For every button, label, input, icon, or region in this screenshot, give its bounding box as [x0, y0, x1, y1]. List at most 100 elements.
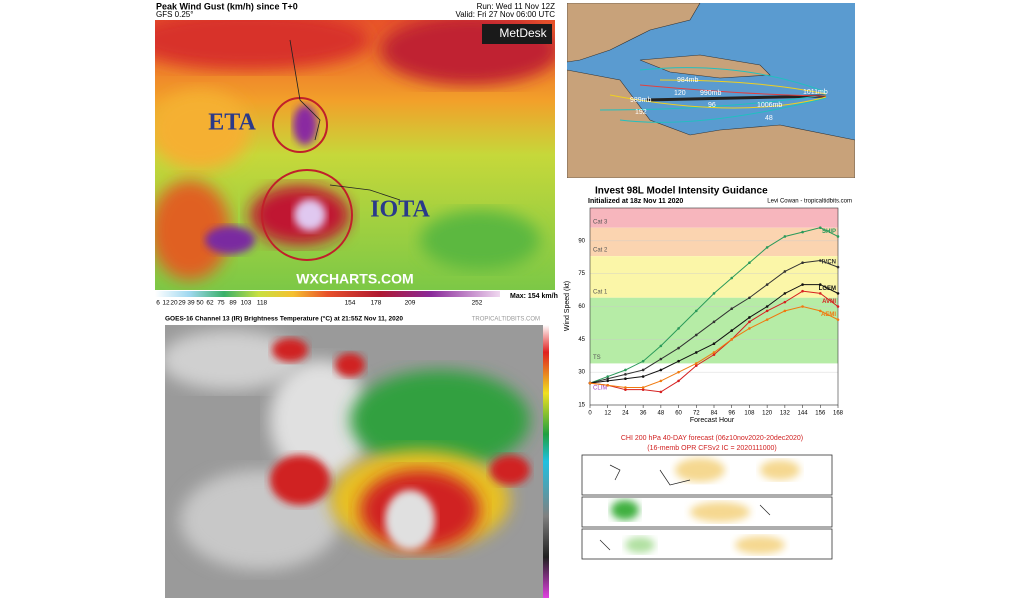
- data-point: [624, 388, 627, 391]
- data-point: [765, 318, 769, 321]
- colorbar-tick-label: 209: [405, 300, 416, 307]
- data-point: [624, 373, 627, 376]
- data-point: [641, 375, 645, 378]
- y-tick-label: 30: [578, 370, 585, 376]
- data-point: [818, 283, 822, 286]
- data-point: [801, 289, 804, 293]
- max-label: Max: 154 km/h: [510, 293, 558, 300]
- track-label: 990mb: [700, 90, 722, 97]
- data-point: [748, 327, 751, 330]
- data-point: [730, 307, 734, 310]
- data-point: [818, 259, 822, 262]
- data-point: [730, 276, 734, 280]
- data-point: [606, 379, 610, 383]
- y-axis-label: Wind Speed (kt): [564, 281, 571, 331]
- data-point: [677, 379, 680, 383]
- data-point: [836, 235, 840, 238]
- data-point: [801, 305, 804, 308]
- olr-title: CHI 200 hPa 40-DAY forecast (06z10nov202…: [621, 435, 803, 442]
- x-tick-label: 120: [762, 411, 773, 417]
- data-point: [712, 351, 716, 354]
- track-label: 1011mb: [803, 89, 828, 96]
- satellite-map: GOES-16 Channel 13 (IR) Brightness Tempe…: [165, 315, 549, 598]
- colorbar-tick-label: 89: [229, 300, 237, 307]
- data-point: [836, 265, 840, 269]
- colorbar-tick-label: 252: [472, 300, 483, 307]
- x-tick-label: 144: [798, 411, 809, 417]
- storm-label: IOTA: [370, 197, 430, 223]
- data-point: [801, 283, 804, 286]
- olr-subtitle: (16-memb OPR CFSv2 IC = 2020111000): [647, 445, 777, 452]
- x-tick-label: 36: [640, 411, 647, 417]
- track-label: 192: [635, 109, 647, 116]
- track-map: 984mb 989mb 990mb 1006mb 1011mb 120 192 …: [567, 3, 855, 178]
- data-point: [712, 320, 716, 324]
- data-point: [588, 381, 592, 385]
- data-point: [765, 309, 769, 313]
- chart-credit: Levi Cowan - tropicaltidbits.com: [767, 199, 852, 205]
- wind-map: Peak Wind Gust (km/h) since T+0 GFS 0.25…: [155, 1, 558, 307]
- data-point: [659, 379, 663, 383]
- data-point: [783, 292, 787, 295]
- legend-label: AVNI: [822, 299, 836, 305]
- y-tick-label: 60: [578, 304, 585, 310]
- data-point: [765, 246, 769, 249]
- x-tick-label: 12: [604, 411, 611, 417]
- x-axis-label: Forecast Hour: [690, 417, 735, 424]
- band-label: Cat 3: [593, 219, 608, 225]
- y-tick-label: 15: [578, 403, 585, 409]
- data-point: [694, 333, 698, 337]
- data-point: [624, 368, 627, 372]
- data-point: [836, 305, 840, 308]
- x-tick-label: 84: [711, 411, 718, 417]
- sat-title: GOES-16 Channel 13 (IR) Brightness Tempe…: [165, 315, 403, 323]
- x-tick-label: 0: [588, 411, 592, 417]
- data-point: [641, 359, 645, 363]
- data-point: [694, 309, 698, 313]
- data-point: [606, 384, 610, 387]
- x-tick-label: 24: [622, 411, 629, 417]
- legend-label: AEMI: [821, 312, 836, 318]
- olr-map: CHI 200 hPa 40-DAY forecast (06z10nov202…: [581, 435, 833, 560]
- data-point: [783, 300, 787, 304]
- colorbar-tick-label: 20: [170, 300, 178, 307]
- colorbar-tick-label: 29: [178, 300, 186, 307]
- y-tick-label: 90: [578, 238, 585, 244]
- colorbar-tick-label: 75: [217, 300, 225, 307]
- x-tick-label: 60: [675, 411, 682, 417]
- data-point: [818, 226, 822, 229]
- y-tick-label: 75: [578, 271, 585, 277]
- intensity-band: [590, 256, 838, 298]
- data-point: [624, 386, 627, 389]
- colorbar-tick-label: 12: [162, 300, 170, 307]
- data-point: [801, 230, 804, 234]
- colorbar-tick-label: 103: [241, 300, 252, 307]
- legend-label: SHIP: [822, 229, 836, 235]
- colorbar-tick-label: 118: [257, 300, 268, 307]
- data-point: [818, 292, 822, 295]
- data-point: [641, 386, 645, 389]
- x-tick-label: 72: [693, 411, 700, 417]
- colorbar: [155, 291, 500, 297]
- x-tick-label: 96: [728, 411, 735, 417]
- x-tick-label: 48: [658, 411, 665, 417]
- intensity-band: [590, 227, 838, 257]
- data-point: [801, 261, 804, 265]
- band-label: TS: [593, 355, 601, 361]
- track-label: 989mb: [630, 97, 652, 104]
- data-point: [748, 316, 751, 319]
- data-point: [712, 342, 716, 346]
- intensity-band: [590, 208, 838, 228]
- sat-credit: TROPICALTIDBITS.COM: [472, 317, 540, 323]
- legend-label: LGEM: [819, 286, 836, 292]
- data-point: [765, 305, 769, 308]
- wind-title: Peak Wind Gust (km/h) since T+0: [156, 1, 298, 11]
- data-point: [783, 235, 787, 238]
- data-point: [748, 320, 751, 324]
- data-point: [694, 364, 698, 367]
- annotation: CLIM: [593, 386, 607, 392]
- data-point: [712, 353, 716, 356]
- data-point: [748, 296, 751, 300]
- data-point: [659, 368, 663, 372]
